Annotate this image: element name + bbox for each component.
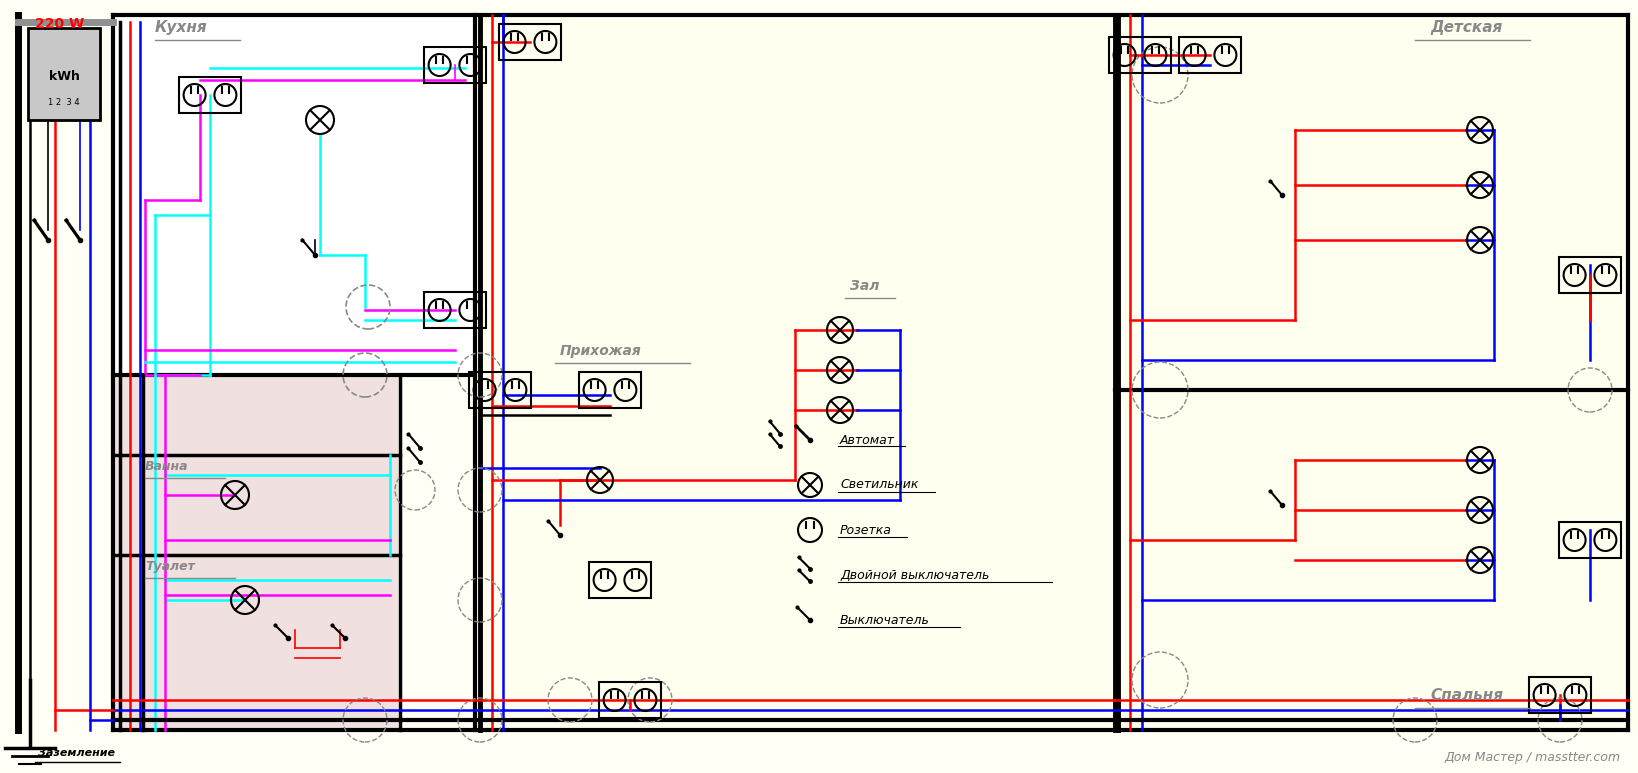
Text: kWh: kWh — [49, 70, 79, 83]
Text: 220 W: 220 W — [34, 17, 84, 31]
Text: Заземление: Заземление — [38, 748, 115, 758]
Text: 1 2  3 4: 1 2 3 4 — [48, 98, 80, 107]
Text: Зал: Зал — [850, 279, 880, 293]
Bar — [600, 683, 660, 717]
Bar — [1559, 523, 1620, 557]
Bar — [468, 373, 531, 407]
Text: Розетка: Розетка — [840, 523, 891, 536]
Bar — [1530, 677, 1590, 713]
Bar — [424, 292, 486, 328]
Text: Спальня: Спальня — [1430, 688, 1504, 703]
Bar — [424, 47, 486, 83]
Bar — [179, 77, 241, 113]
Text: Ванна: Ванна — [146, 460, 188, 473]
Bar — [580, 373, 640, 407]
Text: Прихожая: Прихожая — [560, 344, 642, 358]
Bar — [28, 28, 100, 120]
Bar — [1179, 37, 1242, 73]
Text: Автомат: Автомат — [840, 434, 894, 447]
Bar — [500, 25, 560, 60]
Bar — [590, 563, 650, 598]
Text: Выключатель: Выключатель — [840, 614, 930, 626]
Bar — [1109, 37, 1171, 73]
Bar — [475, 15, 1638, 730]
Text: Дом Мастер / masstter.com: Дом Мастер / masstter.com — [1445, 751, 1620, 764]
Bar — [113, 15, 475, 375]
Bar — [113, 375, 398, 730]
Text: Кухня: Кухня — [156, 20, 208, 35]
Text: Детская: Детская — [1430, 20, 1502, 35]
Text: Двойной выключатель: Двойной выключатель — [840, 568, 989, 581]
Bar — [1559, 257, 1620, 293]
Text: Светильник: Светильник — [840, 478, 919, 492]
Text: Туалет: Туалет — [146, 560, 195, 573]
